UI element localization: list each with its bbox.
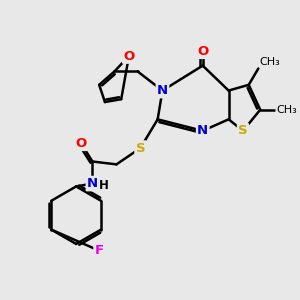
Text: N: N [197, 124, 208, 137]
Text: N: N [157, 84, 168, 97]
Text: CH₃: CH₃ [276, 105, 297, 115]
Text: N: N [87, 177, 98, 190]
Text: S: S [238, 124, 248, 137]
Text: O: O [123, 50, 134, 62]
Text: S: S [136, 142, 145, 154]
Text: O: O [75, 137, 87, 150]
Text: O: O [197, 45, 208, 58]
Text: H: H [99, 179, 109, 192]
Text: F: F [94, 244, 104, 257]
Text: CH₃: CH₃ [260, 57, 280, 67]
